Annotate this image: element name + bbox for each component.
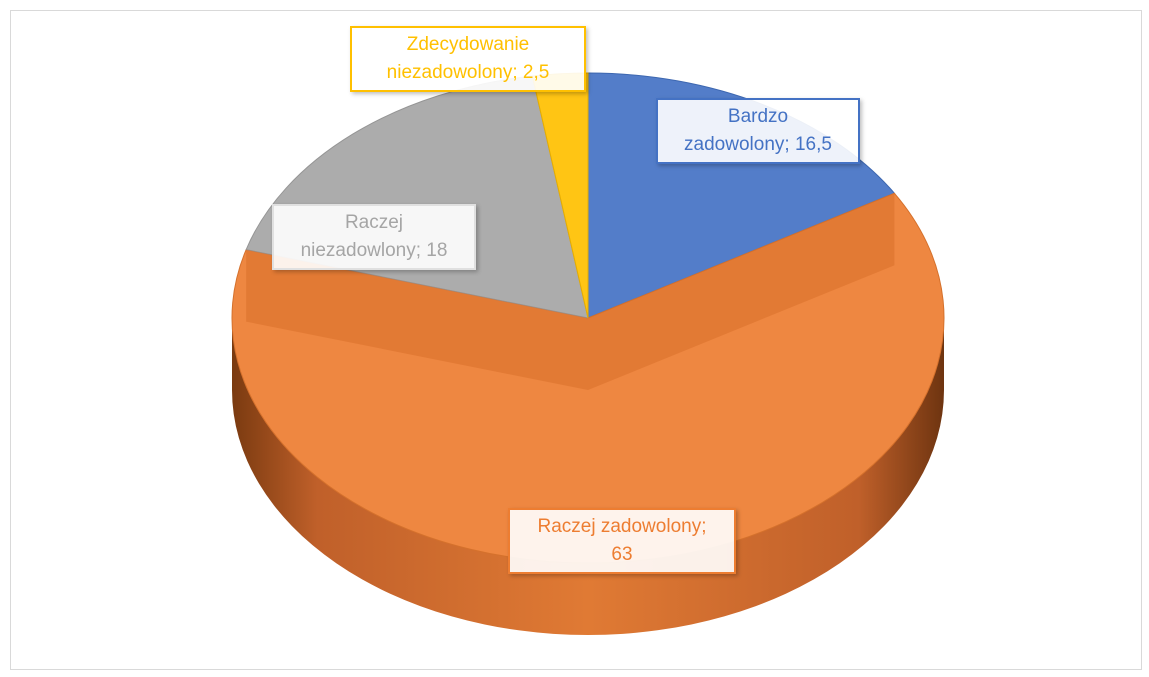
- data-label-line: Raczej: [344, 212, 404, 233]
- data-label-raczej-niezadowlony: Raczej niezadowlony; 18: [272, 204, 476, 270]
- data-label-bardzo-zadowolony: Bardzo zadowolony; 16,5: [656, 98, 860, 164]
- data-label-line: zadowolony; 16,5: [684, 134, 832, 155]
- data-label-line: Raczej zadowolony;: [537, 516, 707, 537]
- data-label-line: Bardzo: [727, 106, 789, 127]
- data-label-raczej-zadowolony: Raczej zadowolony; 63: [508, 508, 736, 574]
- pie-inner-wall: [246, 249, 589, 390]
- data-label-line: niezadowlony; 18: [300, 240, 448, 261]
- pie-inner-wall: [588, 193, 895, 390]
- data-label-zdecydowanie-niezadowolony: Zdecydowanie niezadowolony; 2,5: [350, 26, 586, 92]
- data-label-line: 63: [611, 544, 633, 565]
- pie-side-raczej_zad: [232, 318, 944, 635]
- data-label-line: niezadowolony; 2,5: [386, 62, 550, 83]
- data-label-line: Zdecydowanie: [406, 34, 530, 55]
